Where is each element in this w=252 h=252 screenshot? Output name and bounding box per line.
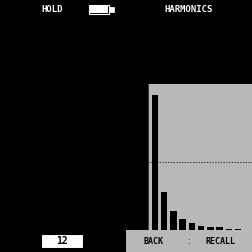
Text: ►: ► <box>142 176 147 182</box>
Text: HARMONICS: HARMONICS <box>165 5 213 14</box>
Text: HOLD: HOLD <box>41 5 63 14</box>
Bar <box>198 226 204 230</box>
Text: 0: 0 <box>135 222 139 227</box>
Bar <box>216 227 223 230</box>
Bar <box>89 5 109 14</box>
Text: 50: 50 <box>134 161 140 166</box>
Text: CF: CF <box>5 90 13 96</box>
Text: :: : <box>188 236 190 245</box>
Bar <box>179 219 186 230</box>
Bar <box>152 95 158 230</box>
Text: As: As <box>99 91 109 100</box>
Bar <box>189 223 195 230</box>
Text: Hz: Hz <box>102 23 112 32</box>
Bar <box>207 227 214 230</box>
Text: 0: 0 <box>115 164 119 169</box>
Bar <box>170 211 177 230</box>
Text: THD: THD <box>204 20 218 29</box>
Text: %r: %r <box>134 102 140 107</box>
Text: ►: ► <box>142 97 147 103</box>
Text: ►: ► <box>105 236 113 246</box>
Bar <box>109 7 114 12</box>
Bar <box>90 6 108 13</box>
Bar <box>41 234 83 248</box>
Text: BACK: BACK <box>144 236 164 245</box>
Text: 100: 100 <box>132 88 142 93</box>
Text: 48: 48 <box>181 63 197 76</box>
Text: 285: 285 <box>144 20 179 39</box>
Text: 820: 820 <box>144 41 179 60</box>
Bar <box>226 229 232 230</box>
Text: %r: %r <box>204 37 213 46</box>
Text: 820: 820 <box>48 88 81 106</box>
Text: 12: 12 <box>56 236 68 246</box>
Bar <box>161 192 167 230</box>
Text: A: A <box>204 43 209 52</box>
Text: 10A: 10A <box>108 124 119 129</box>
Bar <box>235 229 241 230</box>
Text: ◄: ◄ <box>11 236 19 246</box>
Text: ▲▼: ▲▼ <box>232 45 242 51</box>
Text: CF: CF <box>5 22 13 28</box>
Text: RECALL: RECALL <box>205 236 236 245</box>
Text: 500: 500 <box>48 20 81 38</box>
